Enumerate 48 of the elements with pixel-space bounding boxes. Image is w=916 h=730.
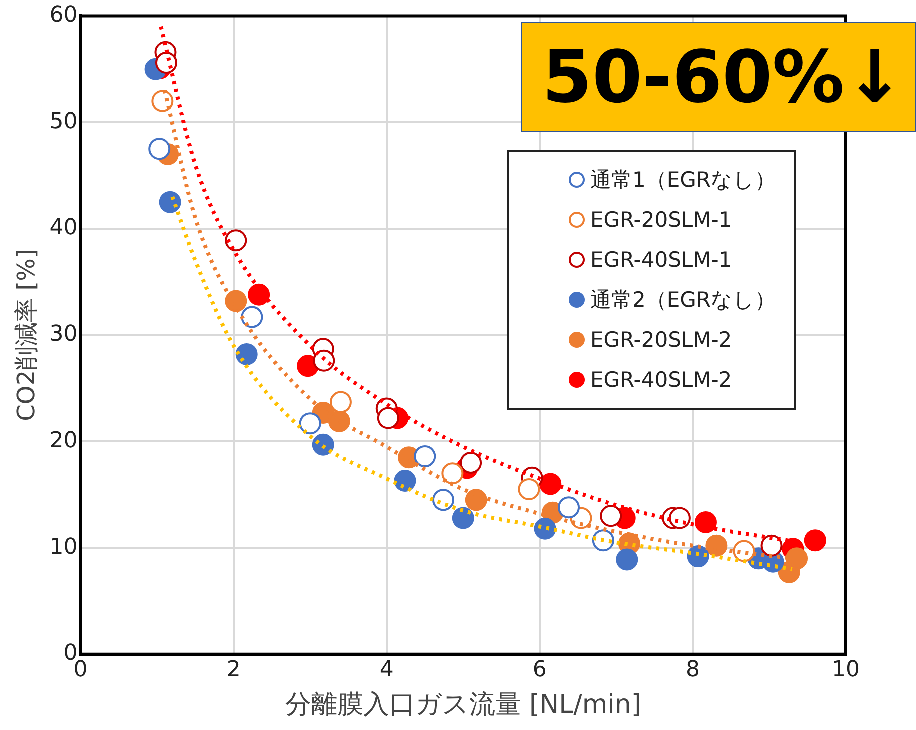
point xyxy=(460,452,482,474)
point xyxy=(668,507,691,530)
point xyxy=(465,489,488,512)
annotation: 50-60%↓ xyxy=(521,22,916,132)
point xyxy=(330,391,352,414)
point xyxy=(558,496,580,519)
y-axis-title: CO2削減率 [%] xyxy=(12,249,41,422)
x-axis-title: 分離膜入口ガス流量 [NL/min] xyxy=(285,690,642,720)
x-tick-label: 4 xyxy=(380,657,394,682)
point xyxy=(600,505,622,528)
point xyxy=(152,90,174,112)
point xyxy=(299,412,322,435)
y-tick-label: 30 xyxy=(50,322,78,348)
y-tick-label: 50 xyxy=(50,109,78,134)
legend-label: EGR-40SLM-2 xyxy=(590,367,732,394)
point xyxy=(616,548,638,571)
y-tick-label: 60 xyxy=(50,2,78,28)
point xyxy=(442,462,464,485)
legend-label: 通常1（EGRなし） xyxy=(590,167,776,194)
point xyxy=(236,343,258,366)
x-tick-label: 10 xyxy=(832,657,860,682)
point xyxy=(534,518,556,540)
point xyxy=(804,530,826,552)
point xyxy=(518,478,540,501)
legend-label: EGR-40SLM-1 xyxy=(590,247,732,274)
y-tick-label: 20 xyxy=(50,428,78,454)
point xyxy=(377,407,400,430)
point xyxy=(225,230,248,252)
legend-label: EGR-20SLM-1 xyxy=(590,207,732,234)
point xyxy=(313,350,336,372)
point xyxy=(786,548,808,570)
point xyxy=(148,138,171,160)
point xyxy=(452,507,474,530)
y-tick-label: 40 xyxy=(50,216,78,241)
point xyxy=(414,446,436,468)
legend-label: 通常2（EGRなし） xyxy=(590,287,776,314)
x-tick-label: 6 xyxy=(532,657,547,682)
point xyxy=(760,534,783,557)
x-tick-label: 8 xyxy=(686,657,700,682)
point xyxy=(248,284,270,306)
point xyxy=(225,290,248,312)
legend-label: EGR-20SLM-2 xyxy=(590,327,732,354)
y-tick-label: 10 xyxy=(50,534,78,560)
point xyxy=(159,191,182,214)
point xyxy=(432,489,454,512)
point xyxy=(394,470,416,492)
x-tick-label: 2 xyxy=(226,657,241,682)
point xyxy=(694,512,717,534)
